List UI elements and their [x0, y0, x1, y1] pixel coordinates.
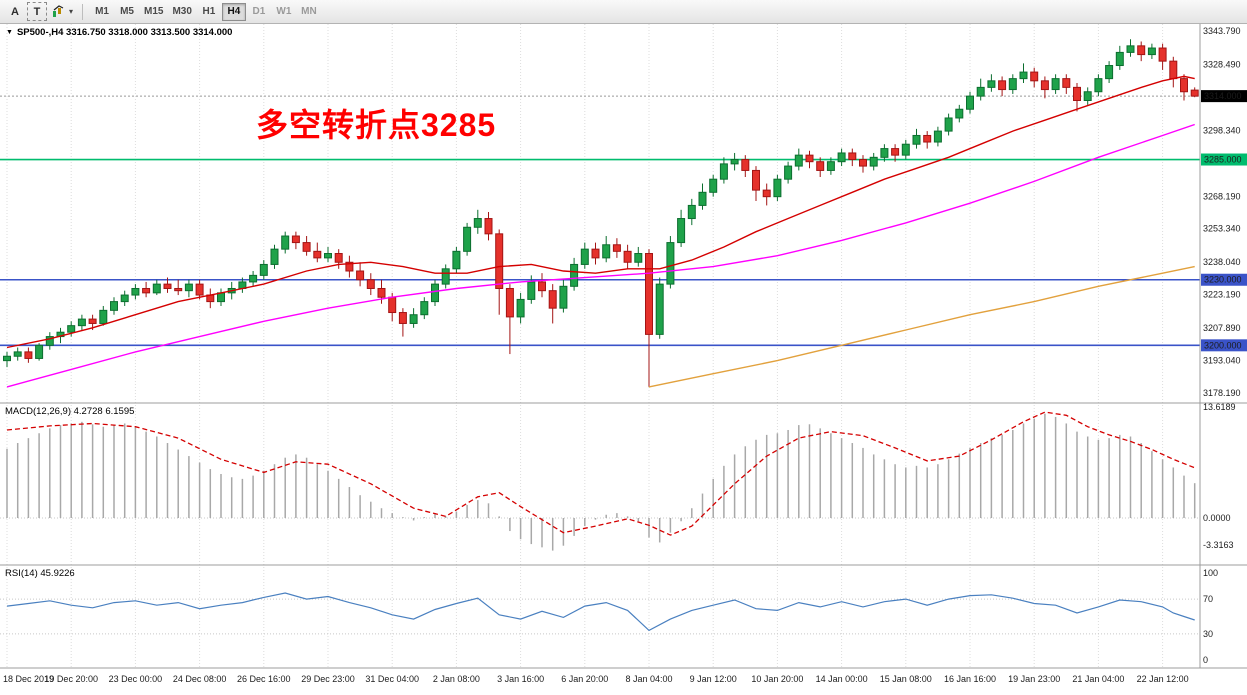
svg-text:-3.3163: -3.3163	[1203, 540, 1234, 550]
timeframe-button-mn[interactable]: MN	[297, 3, 321, 21]
svg-text:6 Jan 20:00: 6 Jan 20:00	[561, 674, 608, 684]
timeframe-button-m1[interactable]: M1	[90, 3, 114, 21]
svg-text:14 Jan 00:00: 14 Jan 00:00	[816, 674, 868, 684]
rsi-line	[6, 592, 1195, 632]
svg-text:21 Jan 04:00: 21 Jan 04:00	[1072, 674, 1124, 684]
svg-text:3314.000: 3314.000	[1204, 91, 1242, 101]
ma-magenta-line	[6, 123, 1195, 388]
macd-histogram	[6, 413, 1196, 551]
svg-text:3298.340: 3298.340	[1203, 125, 1241, 135]
svg-text:0: 0	[1203, 655, 1208, 665]
indicator-level-lines	[0, 517, 1200, 635]
symbol-title: ▼ SP500-,H4 3316.750 3318.000 3313.500 3…	[6, 27, 232, 38]
text-tool-button[interactable]: T	[27, 2, 47, 21]
symbol-ohlc-text: SP500-,H4 3316.750 3318.000 3313.500 331…	[16, 27, 233, 38]
svg-text:19 Jan 23:00: 19 Jan 23:00	[1008, 674, 1060, 684]
svg-text:22 Jan 12:00: 22 Jan 12:00	[1137, 674, 1189, 684]
svg-text:15 Jan 08:00: 15 Jan 08:00	[880, 674, 932, 684]
timeframe-button-h4[interactable]: H4	[221, 2, 246, 21]
svg-text:2 Jan 08:00: 2 Jan 08:00	[433, 674, 480, 684]
svg-text:3207.890: 3207.890	[1203, 323, 1241, 333]
panel-dividers	[0, 24, 1247, 669]
current-price-label: 3314.000	[1201, 90, 1247, 103]
svg-text:3285.000: 3285.000	[1204, 155, 1242, 165]
macd-axis-labels: 13.6189 0.0000 -3.3163	[1203, 402, 1236, 550]
timeframe-button-m30[interactable]: M30	[168, 3, 195, 21]
svg-text:3230.000: 3230.000	[1204, 275, 1242, 285]
toolbar-separator	[82, 3, 84, 20]
toolbar: A T ▾ M1 M5 M15 M30 H1 H4 D1 W1 MN	[0, 0, 1247, 24]
svg-text:3223.190: 3223.190	[1203, 290, 1241, 300]
price-axis-labels: 3343.790 3328.490 3298.340 3268.190 3253.340…	[1203, 26, 1241, 398]
svg-text:29 Dec 23:00: 29 Dec 23:00	[301, 674, 355, 684]
hline-price-label: 3285.000	[1201, 153, 1247, 166]
svg-text:3343.790: 3343.790	[1203, 26, 1241, 36]
svg-text:70: 70	[1203, 594, 1213, 604]
arrow-tool-button[interactable]: A	[5, 2, 25, 21]
macd-indicator-label: MACD(12,26,9) 4.2728 6.1595	[5, 406, 135, 417]
svg-text:3328.490: 3328.490	[1203, 59, 1241, 69]
svg-text:9 Jan 12:00: 9 Jan 12:00	[690, 674, 737, 684]
svg-text:0.0000: 0.0000	[1203, 513, 1231, 523]
svg-text:3193.040: 3193.040	[1203, 356, 1241, 366]
macd-signal-line	[6, 411, 1195, 536]
svg-text:3178.190: 3178.190	[1203, 388, 1241, 398]
svg-text:19 Dec 20:00: 19 Dec 20:00	[44, 674, 98, 684]
svg-text:23 Dec 00:00: 23 Dec 00:00	[109, 674, 163, 684]
chart-window: 3343.790 3328.490 3298.340 3268.190 3253.340…	[0, 24, 1247, 695]
svg-text:3268.190: 3268.190	[1203, 191, 1241, 201]
svg-text:16 Jan 16:00: 16 Jan 16:00	[944, 674, 996, 684]
timeframe-group: M1 M5 M15 M30 H1 H4 D1 W1 MN	[90, 2, 321, 21]
hline-price-label: 3230.000	[1201, 273, 1247, 286]
svg-text:30: 30	[1203, 629, 1213, 639]
svg-text:18 Dec 2019: 18 Dec 2019	[3, 674, 54, 684]
svg-text:13.6189: 13.6189	[1203, 402, 1236, 412]
timeframe-button-w1[interactable]: W1	[272, 3, 296, 21]
svg-text:10 Jan 20:00: 10 Jan 20:00	[751, 674, 803, 684]
svg-text:3253.340: 3253.340	[1203, 224, 1241, 234]
timeframe-button-m5[interactable]: M5	[115, 3, 139, 21]
svg-text:24 Dec 08:00: 24 Dec 08:00	[173, 674, 227, 684]
svg-text:3 Jan 16:00: 3 Jan 16:00	[497, 674, 544, 684]
svg-text:3238.040: 3238.040	[1203, 257, 1241, 267]
candles	[3, 39, 1199, 387]
svg-text:100: 100	[1203, 568, 1218, 578]
timeframe-button-m15[interactable]: M15	[140, 3, 167, 21]
svg-text:26 Dec 16:00: 26 Dec 16:00	[237, 674, 291, 684]
chart-canvas[interactable]: 3343.790 3328.490 3298.340 3268.190 3253.340…	[0, 24, 1247, 695]
rsi-axis-labels: 100 70 30 0	[1203, 568, 1218, 665]
symbol-collapse-icon[interactable]: ▼	[6, 29, 13, 36]
chart-text-annotation[interactable]: 多空转折点3285	[256, 107, 497, 143]
rsi-indicator-label: RSI(14) 45.9226	[5, 568, 75, 579]
dropdown-caret-icon[interactable]: ▾	[69, 7, 74, 16]
drawing-tool-icon[interactable]	[49, 2, 67, 21]
ma-red-line	[6, 75, 1195, 349]
ma-orange-line	[648, 265, 1195, 388]
timeframe-button-h1[interactable]: H1	[197, 3, 221, 21]
svg-text:31 Dec 04:00: 31 Dec 04:00	[365, 674, 419, 684]
hline-price-label: 3200.000	[1201, 339, 1247, 352]
svg-text:3200.000: 3200.000	[1204, 340, 1242, 350]
timeframe-button-d1[interactable]: D1	[247, 3, 271, 21]
svg-text:8 Jan 04:00: 8 Jan 04:00	[625, 674, 672, 684]
